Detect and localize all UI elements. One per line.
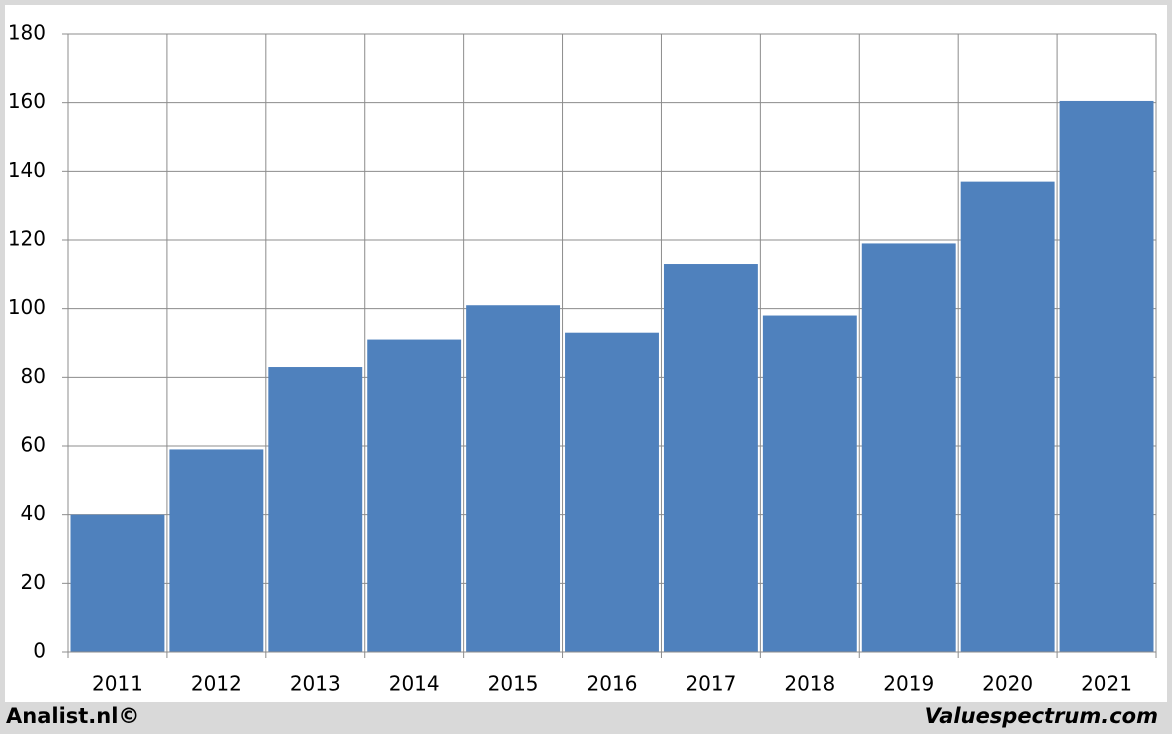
bar: [169, 449, 264, 652]
bar: [960, 181, 1055, 652]
bar: [1059, 100, 1154, 652]
x-tick-label: 2019: [883, 672, 934, 696]
bar: [762, 315, 857, 652]
y-tick-label: 20: [21, 570, 46, 594]
bar: [268, 367, 363, 652]
bar: [861, 243, 956, 652]
y-tick-label: 0: [33, 639, 46, 663]
bar: [466, 305, 561, 652]
footer-right: Valuespectrum.com: [925, 704, 1158, 728]
bar: [663, 264, 758, 652]
y-tick-label: 120: [8, 227, 46, 251]
y-tick-label: 140: [8, 158, 46, 182]
x-tick-label: 2017: [685, 672, 736, 696]
x-tick-label: 2011: [92, 672, 143, 696]
footer-left: Analist.nl©: [6, 704, 139, 728]
y-tick-label: 60: [21, 433, 46, 457]
x-tick-label: 2021: [1081, 672, 1132, 696]
x-tick-label: 2012: [191, 672, 242, 696]
y-tick-label: 100: [8, 295, 46, 319]
x-tick-label: 2016: [587, 672, 638, 696]
bar: [565, 332, 659, 652]
y-tick-label: 180: [8, 21, 46, 45]
x-tick-label: 2020: [982, 672, 1033, 696]
x-tick-label: 2018: [784, 672, 835, 696]
bar: [367, 339, 462, 652]
y-tick-label: 80: [21, 364, 46, 388]
y-tick-label: 160: [8, 89, 46, 113]
y-tick-label: 40: [21, 501, 46, 525]
bar: [70, 514, 165, 652]
x-tick-label: 2013: [290, 672, 341, 696]
x-tick-label: 2014: [389, 672, 440, 696]
x-tick-label: 2015: [488, 672, 539, 696]
